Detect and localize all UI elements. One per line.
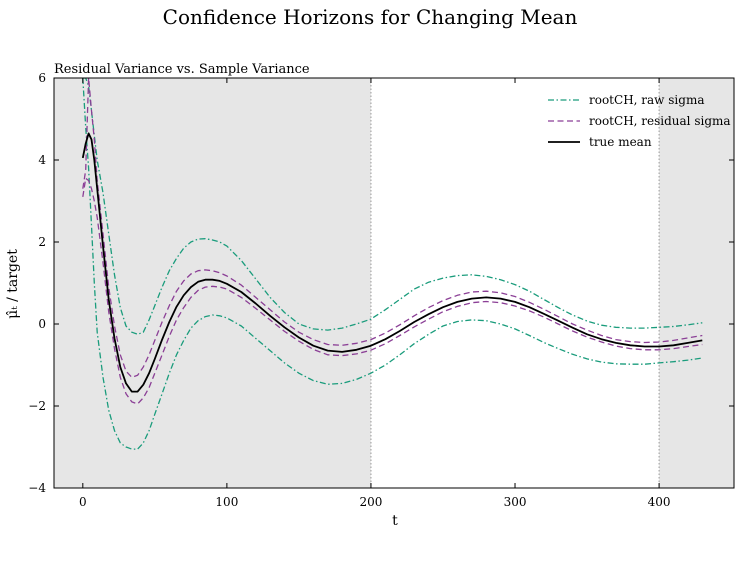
y-tick-label: 0 xyxy=(38,317,46,331)
series-line-2-mean xyxy=(81,132,703,393)
series-line-0-upper xyxy=(82,78,703,335)
x-tick-label: 300 xyxy=(504,495,527,509)
y-axis-ticks: −4 −2 0 2 4 6 xyxy=(28,71,734,495)
x-tick-label: 400 xyxy=(648,495,671,509)
y-tick-label: −2 xyxy=(28,399,46,413)
chart-subtitle: Residual Variance vs. Sample Variance xyxy=(54,62,310,77)
series-lines xyxy=(81,78,703,450)
y-tick-label: −4 xyxy=(28,481,46,495)
series-line-1-lower xyxy=(82,177,703,405)
x-axis-label: t xyxy=(392,513,398,529)
plot-area: 0 100 200 300 400 −4 −2 0 2 4 6 xyxy=(28,71,735,509)
shaded-region-1 xyxy=(659,78,734,488)
x-tick-label: 200 xyxy=(359,495,382,509)
y-tick-label: 6 xyxy=(38,71,46,85)
y-tick-label: 4 xyxy=(38,153,46,167)
y-tick-label: 2 xyxy=(38,235,46,249)
legend-label-2: true mean xyxy=(589,135,652,149)
x-tick-label: 0 xyxy=(79,495,87,509)
axes-frame xyxy=(53,77,735,489)
x-axis-ticks: 0 100 200 300 400 xyxy=(79,78,671,509)
shaded-region-0 xyxy=(54,78,371,488)
x-tick-label: 100 xyxy=(215,495,238,509)
chart-title: Confidence Horizons for Changing Mean xyxy=(163,5,578,29)
series-line-0-lower xyxy=(82,78,703,450)
legend-label-1: rootCH, residual sigma xyxy=(589,114,731,128)
y-axis-label: μ̂ₜ / target xyxy=(5,249,21,319)
legend: rootCH, raw sigma rootCH, residual sigma t… xyxy=(548,93,731,149)
series-line-1-upper xyxy=(82,78,703,378)
legend-label-0: rootCH, raw sigma xyxy=(589,93,704,107)
